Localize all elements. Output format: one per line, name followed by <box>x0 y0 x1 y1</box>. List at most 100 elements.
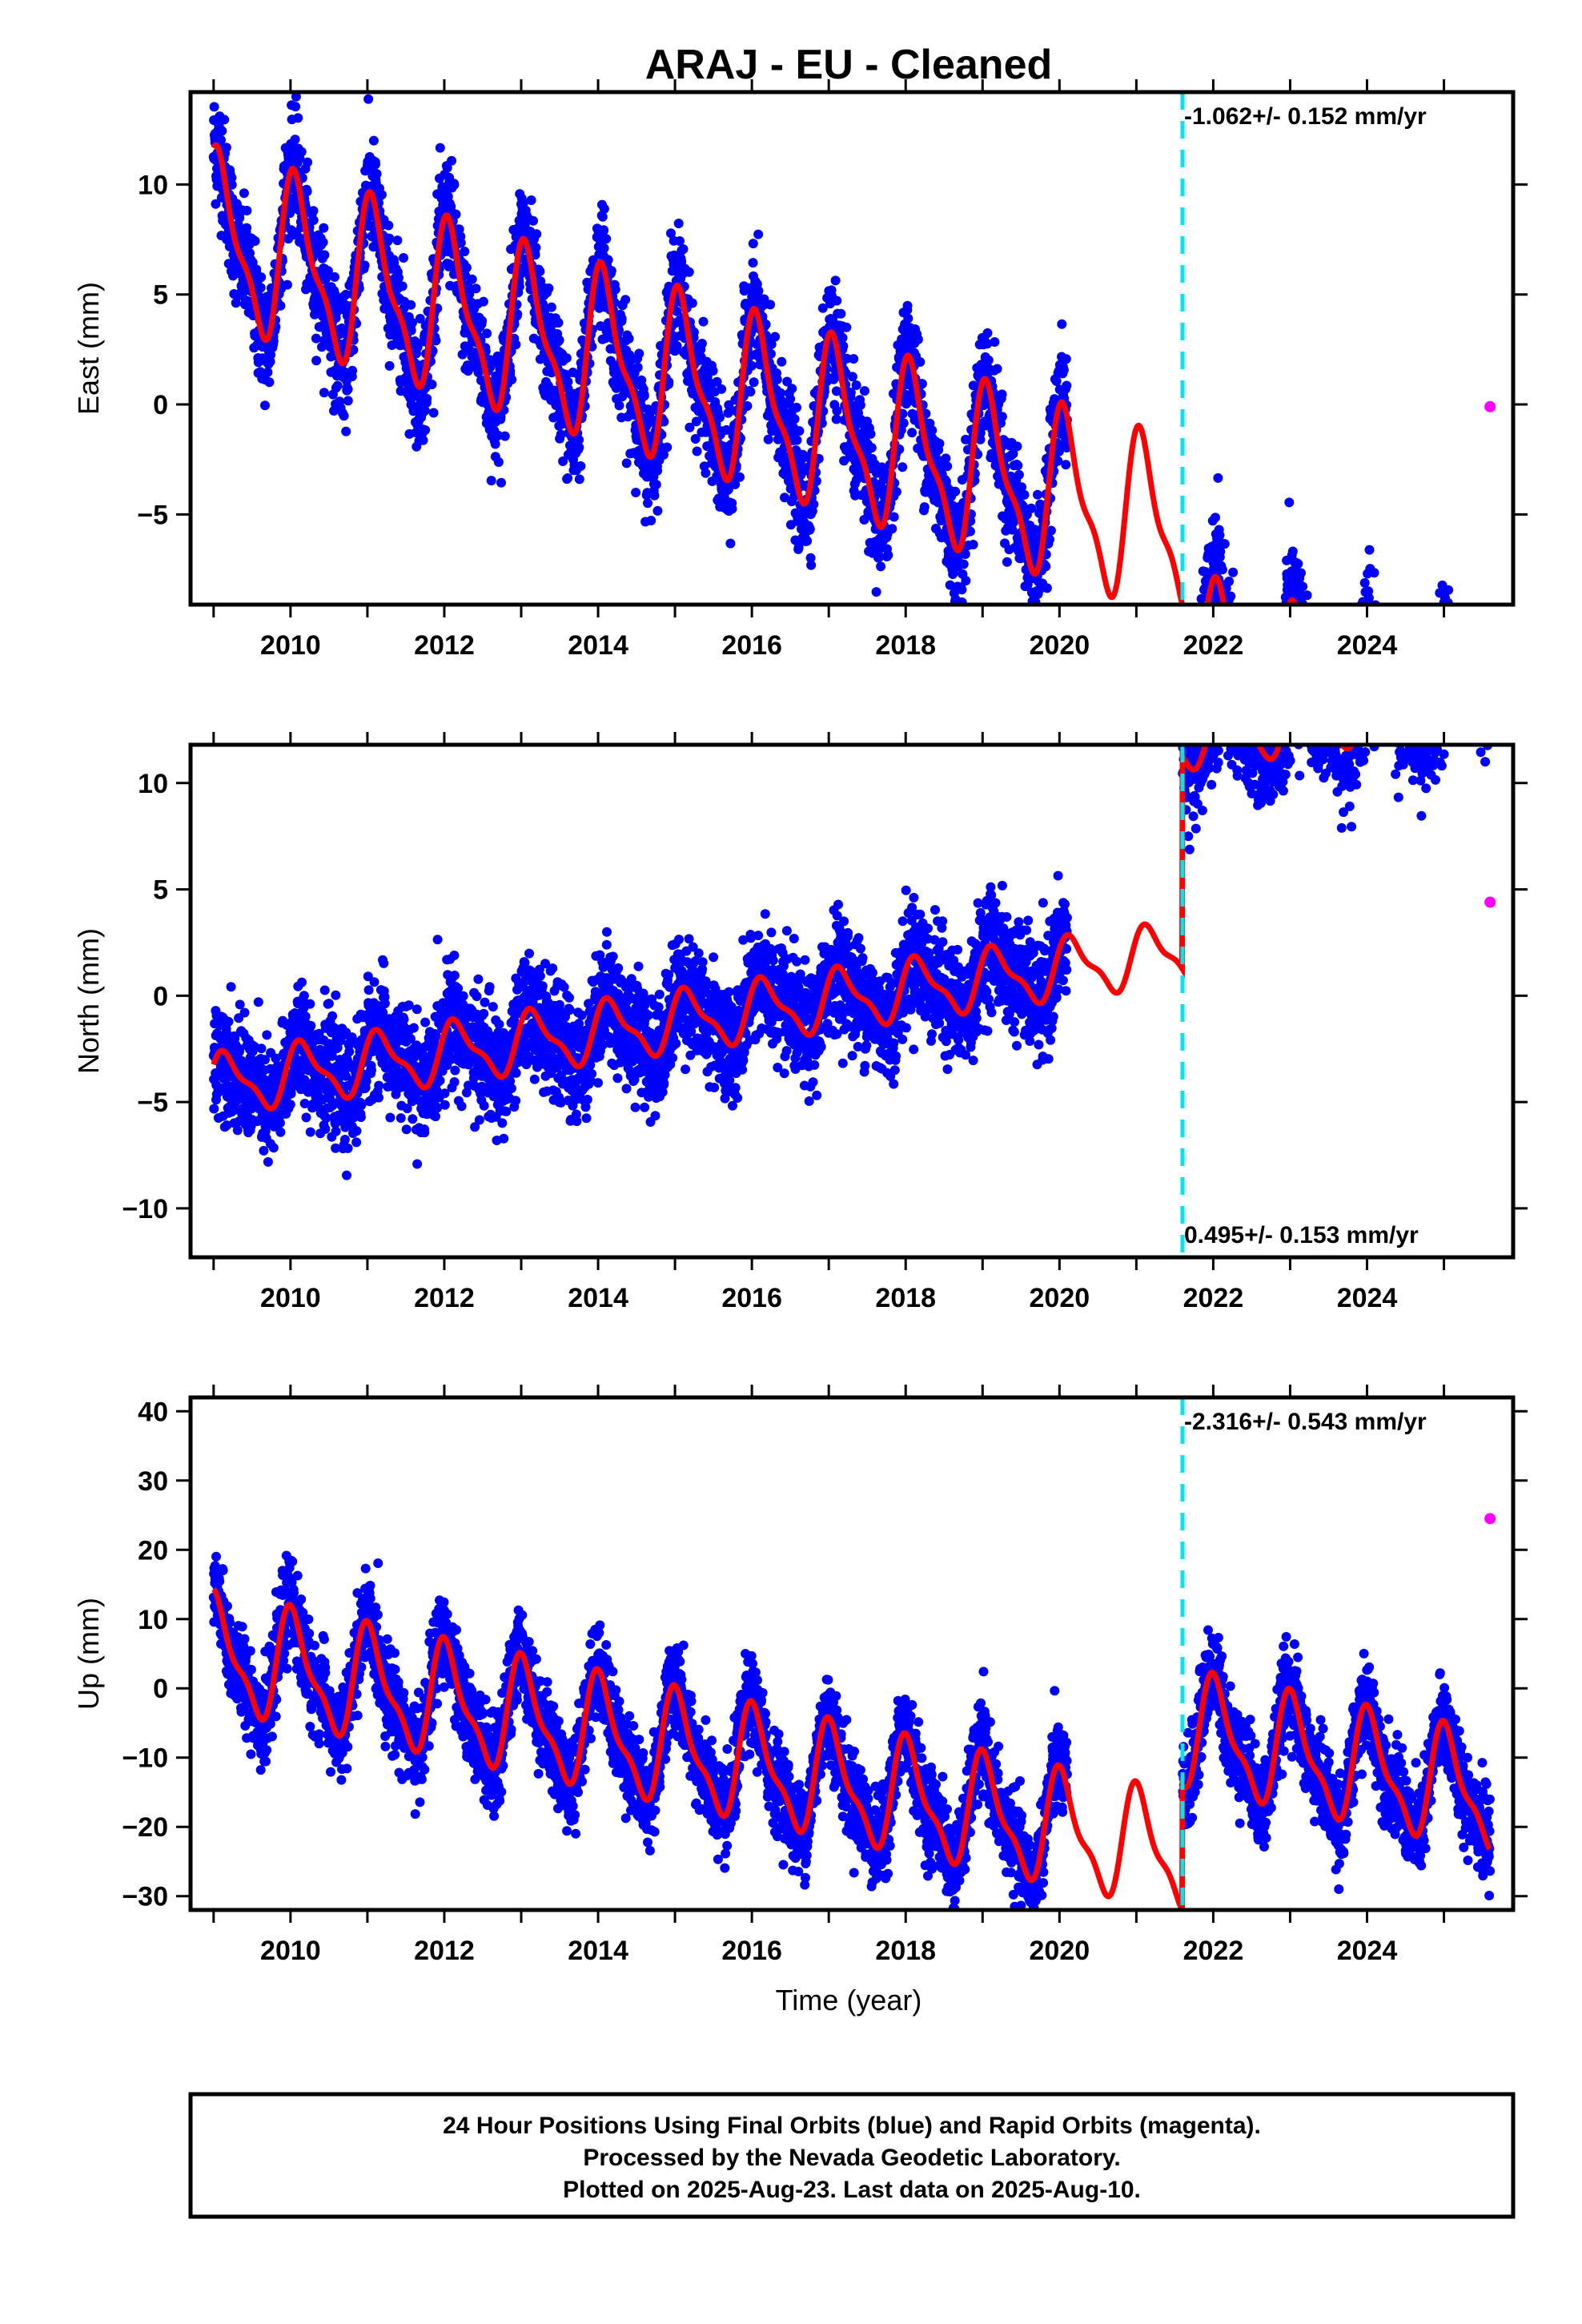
data-point <box>1279 615 1288 625</box>
data-point <box>1185 698 1195 708</box>
data-point <box>303 157 313 167</box>
data-point <box>1287 648 1296 657</box>
data-point <box>678 244 689 254</box>
data-point <box>408 318 417 328</box>
data-point <box>649 490 660 501</box>
data-point <box>482 328 492 339</box>
data-point <box>1290 620 1299 629</box>
data-point <box>1291 626 1300 636</box>
data-point <box>1183 722 1193 731</box>
data-point <box>1301 690 1311 700</box>
data-point <box>561 353 572 364</box>
data-point <box>1326 724 1335 734</box>
data-point <box>1298 624 1307 633</box>
data-point <box>1353 677 1363 687</box>
data-point <box>507 375 517 384</box>
data-point <box>239 188 249 199</box>
data-point <box>553 318 564 328</box>
data-point <box>1239 663 1248 673</box>
data-point <box>772 374 782 384</box>
data-point <box>717 384 727 394</box>
data-point <box>1221 613 1231 623</box>
data-point <box>1371 677 1381 686</box>
data-point <box>1193 688 1203 698</box>
data-point <box>865 428 876 439</box>
data-point <box>1230 684 1239 694</box>
data-point <box>1213 472 1223 483</box>
data-point <box>1306 700 1315 710</box>
data-point <box>1191 726 1200 735</box>
data-point <box>1306 651 1315 661</box>
data-point <box>859 386 869 396</box>
data-point <box>1310 682 1319 692</box>
data-point <box>1309 694 1319 704</box>
data-point <box>1267 718 1276 727</box>
data-point <box>1286 621 1295 630</box>
data-point <box>687 298 697 308</box>
data-point <box>341 426 351 436</box>
data-point <box>1256 703 1266 713</box>
data-point <box>1227 681 1236 690</box>
data-point <box>1265 726 1275 735</box>
data-point <box>1275 674 1285 684</box>
data-point <box>1238 664 1247 673</box>
data-point <box>1188 730 1198 739</box>
data-point <box>1351 682 1360 691</box>
data-point <box>1303 710 1312 720</box>
data-point <box>1259 697 1269 706</box>
data-point <box>1291 605 1301 615</box>
data-point <box>1244 650 1254 660</box>
data-point <box>753 229 764 239</box>
data-point <box>1310 702 1319 712</box>
data-point <box>1314 655 1323 665</box>
data-point <box>1353 668 1363 677</box>
data-point <box>1002 557 1012 567</box>
data-point <box>1321 702 1331 712</box>
data-point <box>1314 700 1323 710</box>
data-point <box>763 434 773 444</box>
data-point <box>471 283 481 294</box>
data-point <box>397 281 408 292</box>
data-point <box>531 243 541 253</box>
data-point <box>1191 717 1200 726</box>
data-point <box>1195 682 1205 691</box>
data-point <box>1232 682 1242 691</box>
data-point <box>897 462 908 472</box>
data-point <box>1310 690 1319 699</box>
data-point <box>1352 681 1362 690</box>
data-point <box>1275 697 1284 706</box>
data-point <box>1373 698 1383 707</box>
data-point <box>1197 669 1207 678</box>
data-point <box>1248 652 1258 661</box>
data-point <box>1348 677 1358 686</box>
data-point <box>1351 686 1360 696</box>
data-point <box>1264 729 1274 738</box>
data-point <box>961 576 971 586</box>
data-point <box>1234 689 1243 698</box>
data-point <box>1296 633 1306 643</box>
data-point <box>1012 441 1022 452</box>
data-point <box>1300 645 1310 655</box>
data-point <box>1318 712 1327 722</box>
data-point <box>1355 690 1365 700</box>
data-point <box>1352 665 1362 674</box>
data-point <box>632 362 643 372</box>
data-point <box>1236 662 1246 672</box>
data-point <box>308 206 319 216</box>
data-point <box>233 266 243 276</box>
data-point <box>898 418 909 428</box>
data-point <box>1372 669 1382 678</box>
data-point <box>1179 718 1189 727</box>
data-point <box>1290 625 1299 634</box>
data-point <box>1311 715 1320 725</box>
data-point <box>1251 658 1261 668</box>
data-point <box>1238 690 1247 700</box>
data-point <box>1195 721 1204 730</box>
data-point <box>1305 651 1315 661</box>
data-point <box>837 332 848 343</box>
data-point <box>1302 590 1312 601</box>
data-point <box>735 472 745 482</box>
data-point <box>883 550 893 561</box>
data-point <box>1331 707 1340 717</box>
data-point <box>621 458 632 468</box>
